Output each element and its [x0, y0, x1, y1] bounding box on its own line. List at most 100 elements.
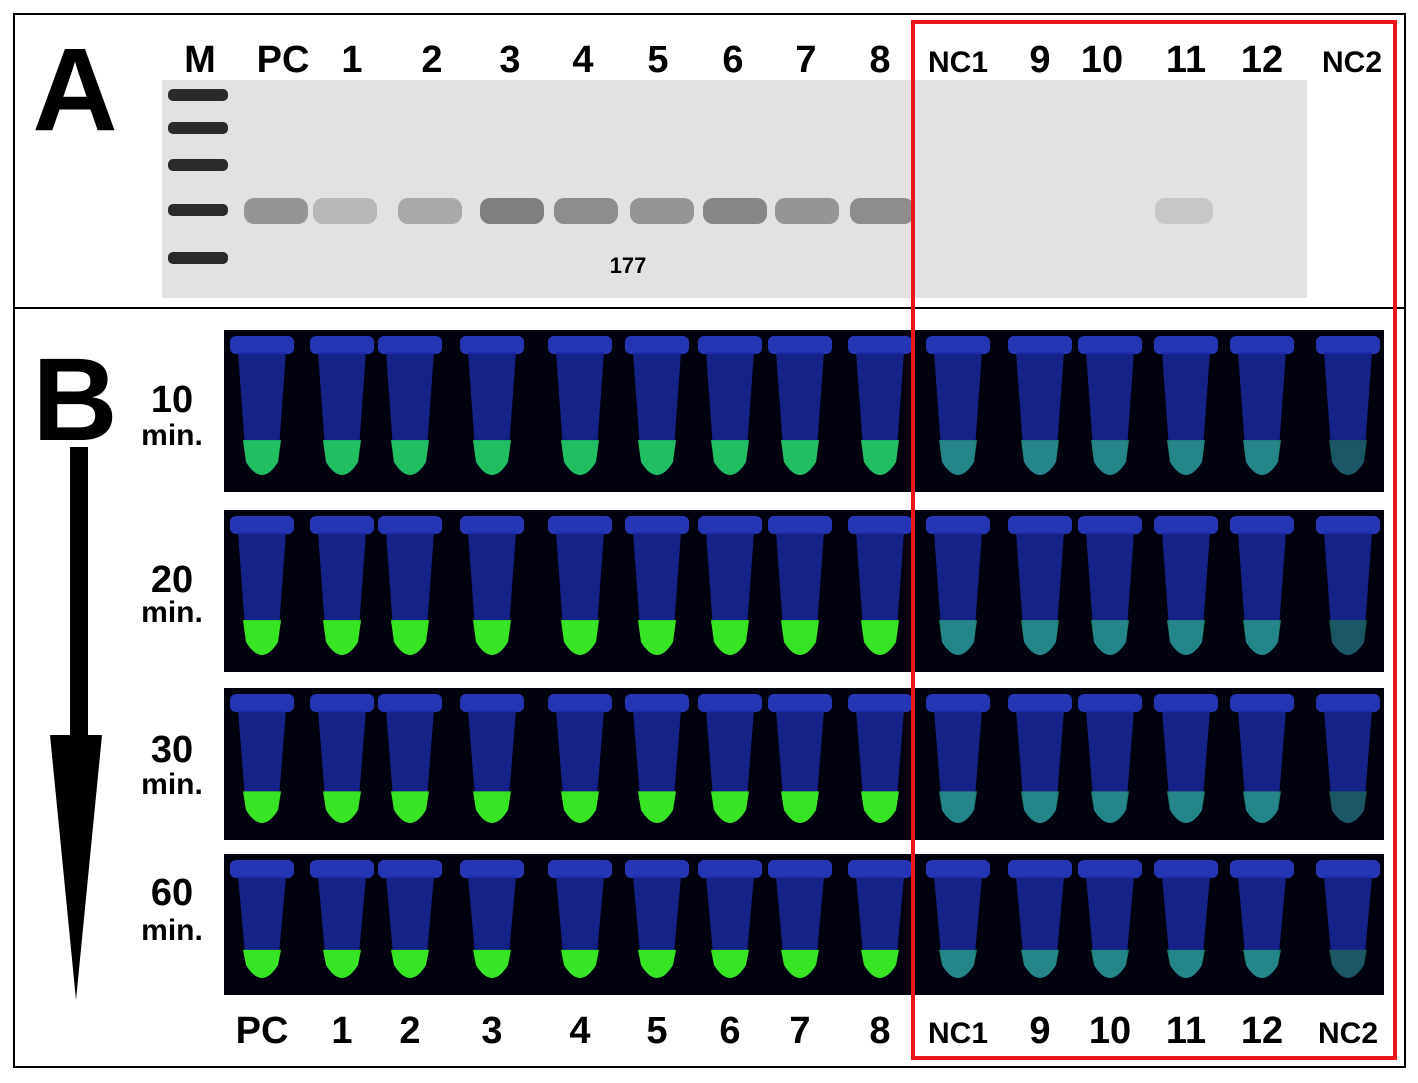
tube-cap: [548, 694, 612, 712]
tube-cap: [848, 860, 912, 878]
tube-cap: [548, 336, 612, 354]
tube-liquid: [1091, 620, 1129, 655]
tube-cap: [548, 860, 612, 878]
tube-liquid: [473, 620, 511, 655]
tube-cap: [848, 336, 912, 354]
lane-label: 11: [1166, 1010, 1206, 1052]
lane-label: 6: [719, 1010, 740, 1052]
time-unit: min.: [141, 914, 203, 947]
tube-liquid: [473, 440, 511, 475]
lane-label: 10: [1089, 1010, 1131, 1052]
tube-liquid: [1243, 620, 1281, 655]
tube-liquid: [939, 440, 977, 475]
tube-cap: [625, 336, 689, 354]
tube-liquid: [561, 620, 599, 655]
tube-cap: [310, 516, 374, 534]
tube-liquid: [391, 620, 429, 655]
lane-label: 4: [569, 1010, 590, 1052]
tube-cap: [460, 694, 524, 712]
sample-band: [1155, 198, 1213, 224]
lane-label: 2: [399, 1010, 420, 1052]
tube-liquid: [323, 791, 361, 823]
time-unit: min.: [141, 596, 203, 629]
tube-liquid: [1243, 440, 1281, 475]
lane-label: PC: [236, 1010, 289, 1052]
lane-label: NC1: [928, 46, 988, 79]
tube-cap: [1078, 516, 1142, 534]
time-value: 60: [151, 872, 193, 914]
tube-cap: [1316, 860, 1380, 878]
lane-label: 2: [421, 39, 442, 81]
tube-cap: [848, 694, 912, 712]
tube-cap: [698, 694, 762, 712]
tube-cap: [310, 336, 374, 354]
tube-liquid: [781, 949, 819, 978]
tube-cap: [625, 516, 689, 534]
tube-cap: [378, 860, 442, 878]
tube-cap: [698, 516, 762, 534]
tube-cap: [768, 694, 832, 712]
tube-cap: [698, 336, 762, 354]
tube-cap: [1316, 336, 1380, 354]
time-unit: min.: [141, 419, 203, 452]
tube-liquid: [473, 791, 511, 823]
tube-liquid: [561, 440, 599, 475]
time-value: 30: [151, 729, 193, 771]
tube-cap: [548, 516, 612, 534]
tube-liquid: [861, 791, 899, 823]
tube-cap: [460, 516, 524, 534]
tube-liquid: [1329, 949, 1367, 978]
tube-liquid: [861, 620, 899, 655]
tube-liquid: [711, 440, 749, 475]
tube-cap: [768, 516, 832, 534]
tube-cap: [378, 516, 442, 534]
tube-liquid: [1091, 440, 1129, 475]
lane-label: 10: [1081, 39, 1123, 81]
sample-band: [554, 198, 618, 224]
generated: M PC 1 2 3 4 5 6 7 8 NC1 9 10 11 12 NC210min.20min.30mi…: [141, 39, 1384, 1052]
tube-liquid: [561, 949, 599, 978]
tube-liquid: [391, 440, 429, 475]
tube-liquid: [1329, 791, 1367, 823]
tube-cap: [310, 694, 374, 712]
tube-liquid: [1021, 440, 1059, 475]
tube-cap: [698, 860, 762, 878]
lane-label: M: [184, 39, 216, 81]
lane-label: NC1: [928, 1017, 988, 1050]
tube-cap: [1008, 860, 1072, 878]
tube-cap: [230, 516, 294, 534]
tube-cap: [230, 694, 294, 712]
tube-liquid: [939, 949, 977, 978]
panel-b-label: B: [32, 334, 117, 466]
tube-liquid: [243, 440, 281, 475]
tube-cap: [1230, 694, 1294, 712]
arrow-head: [50, 735, 102, 1000]
tube-cap: [1154, 694, 1218, 712]
tube-cap: [1008, 694, 1072, 712]
lane-label: 5: [647, 39, 668, 81]
tube-cap: [378, 694, 442, 712]
tube-liquid: [391, 949, 429, 978]
tube-liquid: [323, 440, 361, 475]
sample-band: [703, 198, 767, 224]
sample-band: [775, 198, 839, 224]
tube-liquid: [1167, 440, 1205, 475]
time-value: 10: [151, 379, 193, 421]
lane-label: 8: [869, 39, 890, 81]
highlight-box: [911, 20, 1397, 1060]
tube-cap: [1078, 860, 1142, 878]
tube-liquid: [638, 949, 676, 978]
gel: [162, 80, 1307, 298]
tube-liquid: [1021, 791, 1059, 823]
marker-band: [168, 89, 228, 101]
tube-liquid: [1021, 949, 1059, 978]
tube-liquid: [243, 620, 281, 655]
tube-cap: [926, 336, 990, 354]
tube-cap: [1316, 516, 1380, 534]
tube-liquid: [861, 949, 899, 978]
time-value: 20: [151, 559, 193, 601]
sample-band: [480, 198, 544, 224]
lane-label: 3: [481, 1010, 502, 1052]
tube-liquid: [1329, 440, 1367, 475]
marker-size-label: 177: [610, 253, 647, 278]
